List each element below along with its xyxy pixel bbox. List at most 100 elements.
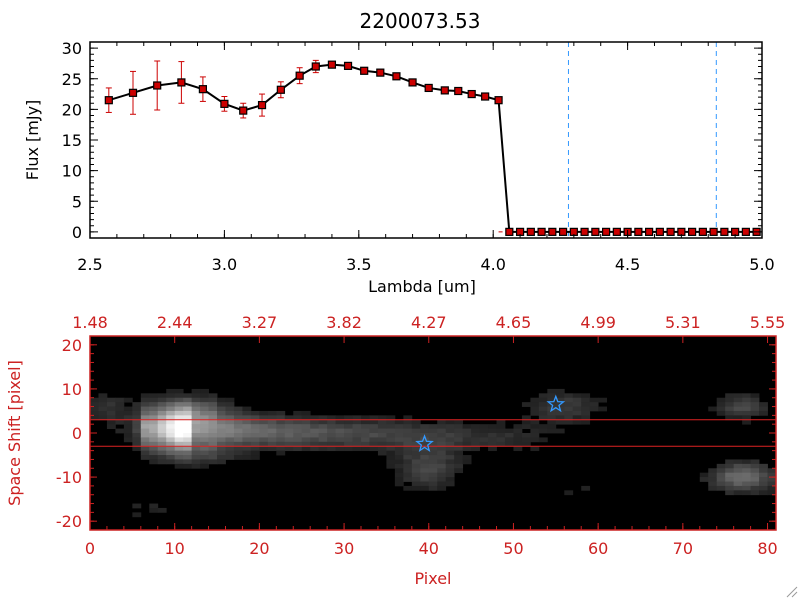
image-pixel xyxy=(759,485,768,491)
image-pixel xyxy=(123,397,133,403)
data-point xyxy=(591,227,600,236)
image-pixel xyxy=(403,450,413,456)
image-pixel xyxy=(454,424,464,429)
image-pixel xyxy=(123,428,133,434)
image-pixel xyxy=(149,406,159,412)
data-point xyxy=(343,61,353,70)
image-pixel xyxy=(369,428,379,434)
data-point xyxy=(467,89,476,99)
resize-grip-icon xyxy=(786,586,798,598)
image-pixel xyxy=(284,419,294,425)
image-pixel xyxy=(742,463,751,469)
image-pixel xyxy=(301,424,311,429)
image-pixel xyxy=(445,428,455,434)
image-pixel xyxy=(267,415,277,421)
data-point xyxy=(257,100,267,110)
image-pixel xyxy=(513,428,523,434)
image-pixel xyxy=(157,402,167,407)
image-pixel xyxy=(242,433,252,438)
image-pixel xyxy=(733,406,743,412)
image-pixel xyxy=(140,406,150,412)
image-pixel xyxy=(538,437,548,443)
image-pixel xyxy=(276,419,286,425)
image-pixel xyxy=(174,446,184,452)
image-pixel xyxy=(403,468,413,474)
data-point xyxy=(276,85,285,94)
data-point xyxy=(454,86,463,96)
wavelength-tick-label: 5.55 xyxy=(750,313,786,332)
image-pixel xyxy=(462,441,472,447)
image-pixel xyxy=(191,433,201,438)
image-pixel xyxy=(335,419,345,425)
image-pixel xyxy=(233,455,243,460)
image-pixel xyxy=(149,441,159,447)
image-pixel xyxy=(157,437,167,443)
image-pixel xyxy=(310,415,320,421)
image-pixel xyxy=(259,410,269,416)
data-point xyxy=(360,66,369,75)
image-pixel xyxy=(403,463,413,469)
image-pixel xyxy=(403,428,413,434)
image-pixel xyxy=(471,428,480,434)
image-pixel xyxy=(149,503,159,509)
y-tick-label: 30 xyxy=(62,39,82,58)
image-pixel xyxy=(208,402,218,407)
image-pixel xyxy=(276,428,286,434)
image-pixel xyxy=(157,459,167,465)
image-pixel xyxy=(403,472,413,478)
image-pixel xyxy=(564,490,574,496)
image-pixel xyxy=(572,419,582,425)
image-pixel xyxy=(174,397,184,403)
image-pixel xyxy=(183,428,193,434)
image-pixel xyxy=(521,441,531,447)
image-pixel xyxy=(250,433,260,438)
image-pixel xyxy=(157,507,167,513)
image-pixel xyxy=(394,477,404,482)
image-pixel xyxy=(445,437,455,443)
image-pixel xyxy=(386,433,396,438)
image-pixel xyxy=(140,455,150,460)
data-point xyxy=(440,86,449,95)
image-pixel xyxy=(420,468,430,474)
image-pixel xyxy=(208,419,218,425)
image-pixel xyxy=(191,459,201,465)
image-pixel xyxy=(335,415,345,421)
image-pixel xyxy=(191,402,201,407)
image-pixel xyxy=(394,441,404,447)
image-pixel xyxy=(174,419,184,425)
image-pixel xyxy=(132,437,142,443)
image-pixel xyxy=(352,415,362,421)
image-pixel xyxy=(327,428,337,434)
image-pixel xyxy=(200,410,209,416)
image-pixel xyxy=(123,406,133,412)
image-pixel xyxy=(437,455,447,460)
space-shift-tick-label: 20 xyxy=(62,336,82,355)
image-pixel xyxy=(225,415,235,421)
image-pixel xyxy=(174,428,184,434)
image-pixel xyxy=(394,459,404,465)
image-pixel xyxy=(140,410,150,416)
image-pixel xyxy=(276,410,286,416)
image-pixel xyxy=(403,437,413,443)
pixel-tick-label: 0 xyxy=(85,539,95,558)
image-pixel xyxy=(725,481,735,487)
image-pixel xyxy=(496,433,506,438)
image-pixel xyxy=(445,481,455,487)
image-pixel xyxy=(183,397,193,403)
image-pixel xyxy=(301,446,311,452)
image-pixel xyxy=(411,485,421,491)
data-point xyxy=(104,96,113,105)
image-pixel xyxy=(361,433,370,438)
image-pixel xyxy=(437,428,447,434)
image-pixel xyxy=(488,437,497,443)
image-pixel xyxy=(200,424,209,429)
image-pixel xyxy=(394,472,404,478)
image-pixel xyxy=(725,477,735,482)
image-pixel xyxy=(394,446,404,452)
image-pixel xyxy=(530,410,540,416)
image-pixel xyxy=(242,437,252,443)
spectral-image xyxy=(90,388,777,518)
image-pixel xyxy=(132,446,142,452)
data-point xyxy=(666,227,675,236)
